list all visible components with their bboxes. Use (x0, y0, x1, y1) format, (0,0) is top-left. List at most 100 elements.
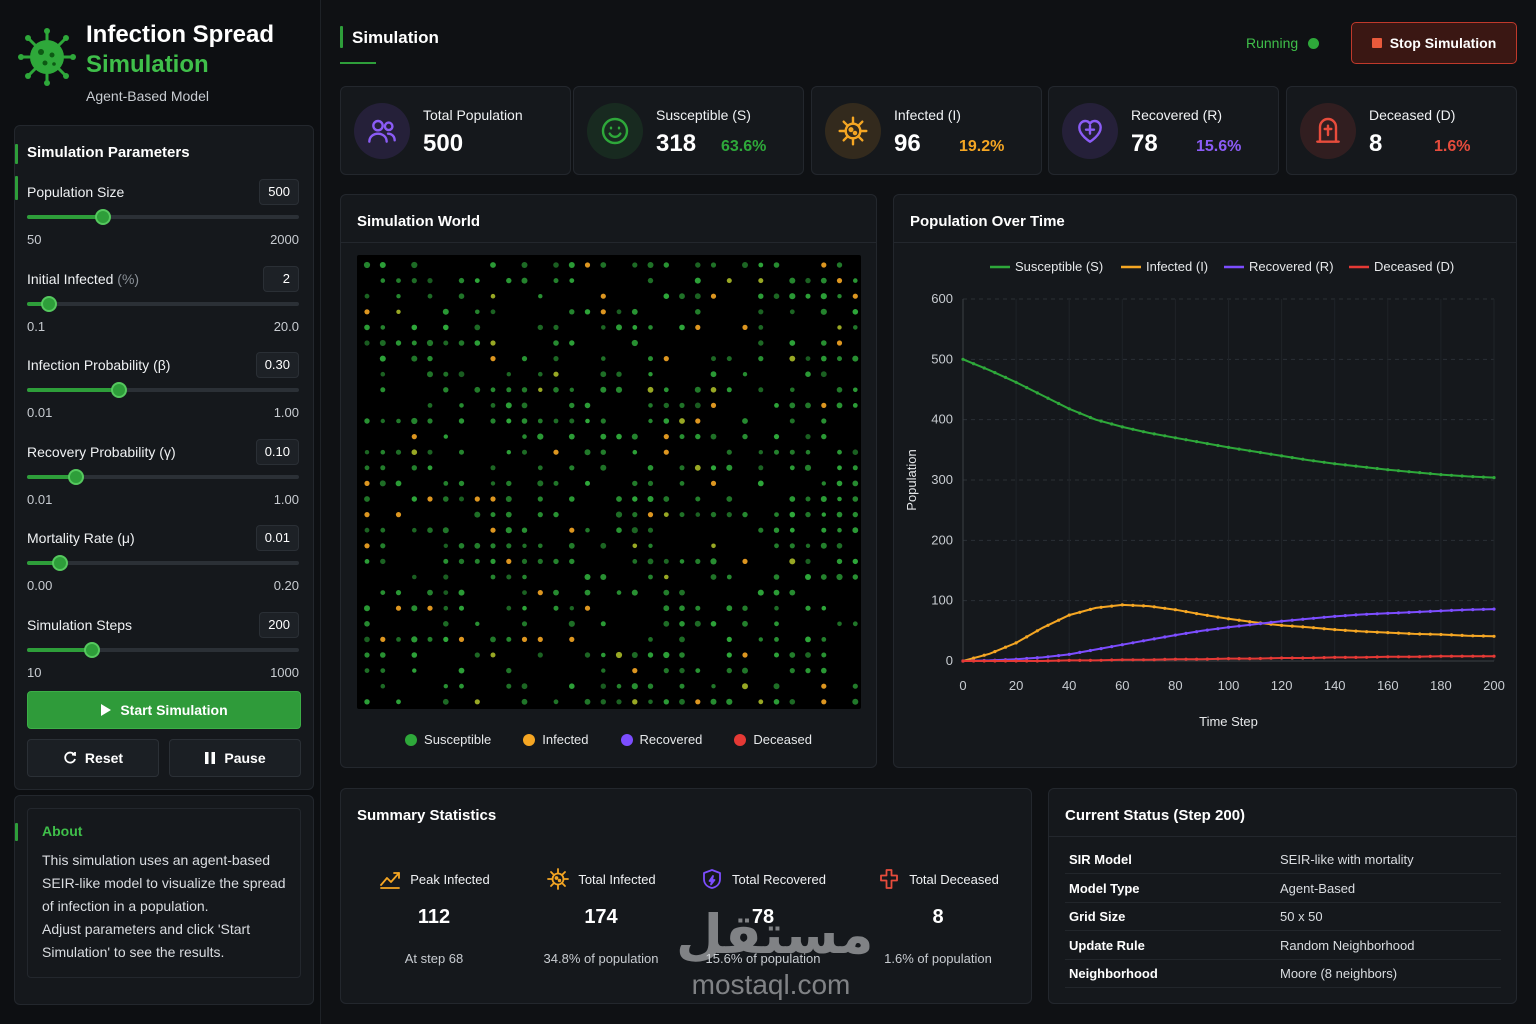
agent-dot (459, 449, 464, 455)
agent-dot (443, 324, 449, 331)
agent-dot (568, 542, 575, 549)
x-tick-label: 180 (1430, 678, 1452, 693)
param-value-input[interactable]: 200 (259, 611, 299, 638)
agent-dot (663, 418, 670, 424)
agent-dot (364, 621, 370, 627)
agent-dot (695, 512, 701, 517)
agent-dot (412, 574, 417, 580)
legend-item: Deceased (734, 732, 812, 747)
series-point (1035, 659, 1039, 663)
param-slider-thumb[interactable] (95, 209, 112, 225)
agent-dot (742, 511, 748, 518)
agent-dot (773, 434, 780, 440)
series-point (1003, 645, 1008, 649)
agent-dot (411, 355, 418, 362)
param-value-input[interactable]: 0.30 (255, 352, 299, 378)
param-slider-thumb[interactable] (40, 295, 57, 312)
param-value-input[interactable]: 500 (259, 179, 299, 205)
agent-dot (694, 620, 701, 627)
agent-dot (758, 293, 764, 299)
agent-dot (726, 496, 733, 502)
summary-stat-0: Peak Infected 112 At step 68 (359, 849, 509, 979)
agent-dot (821, 355, 827, 362)
agent-dot (585, 418, 590, 424)
param-slider-track[interactable] (27, 382, 299, 398)
agent-dot (490, 512, 496, 518)
agent-dot (521, 698, 528, 705)
param-slider-thumb[interactable] (51, 555, 68, 571)
param-slider-track[interactable] (27, 295, 299, 312)
series-point (1110, 658, 1114, 662)
x-tick-label: 100 (1218, 678, 1240, 693)
agent-dot (695, 668, 701, 673)
series-point (1120, 658, 1124, 662)
pause-button[interactable]: Pause (169, 739, 301, 777)
param-value-input[interactable]: 0.01 (255, 525, 299, 551)
agent-dot (458, 371, 465, 378)
agent-dot (836, 402, 843, 409)
param-slider-track[interactable] (27, 641, 299, 658)
divider (1049, 836, 1516, 837)
agent-dot (443, 684, 448, 689)
agent-dot (821, 637, 827, 642)
agent-dot (805, 402, 811, 409)
series-point (982, 659, 986, 663)
agent-dot (364, 668, 370, 673)
accent-bar (15, 823, 18, 841)
param-value-input[interactable]: 0.10 (255, 438, 299, 465)
param-slider-thumb[interactable] (67, 468, 84, 485)
series-point (1481, 654, 1485, 658)
agent-dot (585, 480, 590, 486)
param-label-unit: (%) (117, 270, 140, 287)
reset-button[interactable]: Reset (27, 739, 159, 777)
series-point (1301, 625, 1305, 629)
play-icon (101, 704, 112, 716)
agent-dot (695, 496, 701, 502)
agent-dot (805, 558, 811, 564)
agent-dot (538, 387, 543, 392)
series-point (1216, 443, 1220, 448)
agent-dot (773, 293, 780, 299)
agent-dot (379, 262, 386, 268)
series-point (1057, 654, 1061, 658)
card-value: 96 (894, 130, 921, 157)
series-point (1152, 432, 1156, 436)
param-slider-track[interactable] (27, 555, 299, 571)
agent-dot (836, 480, 843, 487)
stop-simulation-button[interactable]: Stop Simulation (1351, 22, 1517, 64)
series-point (1471, 654, 1475, 658)
agent-dot (506, 372, 511, 377)
agent-dot (569, 527, 575, 533)
series-point (1057, 618, 1061, 622)
agent-dot (538, 371, 543, 377)
series-point (1258, 622, 1262, 626)
param-slider-thumb[interactable] (84, 641, 101, 658)
param-min-label: 10 (27, 664, 42, 680)
agent-dot (522, 590, 527, 595)
param-value-input[interactable]: 2 (263, 265, 299, 292)
agent-dot (742, 418, 748, 424)
agent-dot (537, 433, 544, 440)
param-slider-track[interactable] (27, 209, 299, 225)
agent-dot (521, 527, 528, 533)
agent-dot (820, 542, 827, 549)
agent-dot (584, 309, 591, 315)
agent-dot (632, 325, 638, 330)
agent-dot (601, 325, 606, 330)
agent-dot (805, 605, 811, 611)
agent-dot (569, 496, 575, 502)
series-point (1184, 610, 1188, 614)
agent-dot (742, 262, 748, 268)
chart-legend-item: Susceptible (S) (990, 259, 1103, 274)
agent-dot (758, 340, 764, 346)
card-icon-circle (587, 103, 643, 159)
param-slider-track[interactable] (27, 468, 299, 485)
param-slider-thumb[interactable] (111, 382, 128, 398)
series-point (1226, 617, 1231, 621)
series-point (1460, 608, 1464, 612)
agent-dot (568, 262, 575, 268)
start-simulation-button[interactable]: Start Simulation (27, 691, 301, 729)
series-point (1439, 473, 1443, 477)
agent-dot (663, 449, 669, 455)
series-point (1195, 612, 1199, 616)
